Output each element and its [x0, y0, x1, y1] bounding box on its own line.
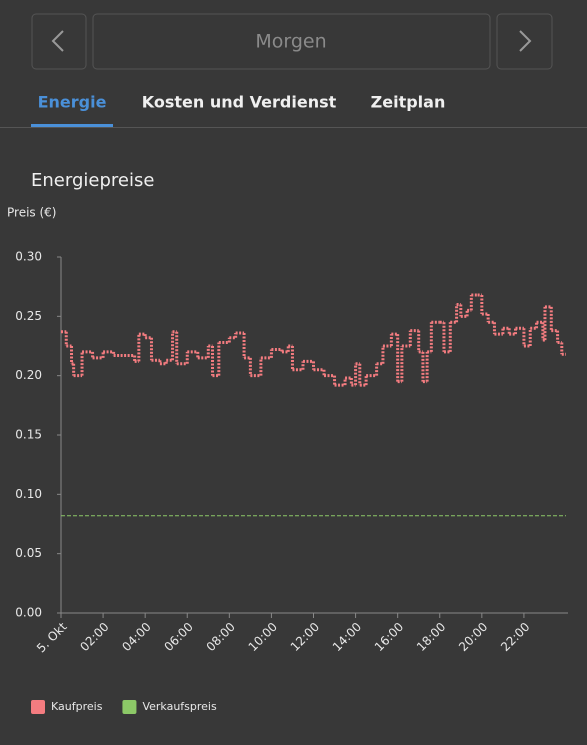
y-tick-label: 0.30: [15, 250, 42, 264]
y-tick-label: 0.20: [15, 368, 42, 382]
x-tick-label: 16:00: [372, 620, 406, 654]
y-tick-label: 0.05: [15, 546, 42, 560]
x-tick-label: 12:00: [288, 620, 322, 654]
y-tick-label: 0.15: [15, 428, 42, 442]
x-tick-label: 08:00: [204, 620, 238, 654]
x-tick-label: 22:00: [498, 620, 532, 654]
legend-swatch: [31, 700, 45, 714]
prev-icon: [51, 30, 64, 52]
y-tick-label: 0.10: [15, 487, 42, 501]
y-tick-label: 0.25: [15, 309, 42, 323]
tab[interactable]: Zeitplan: [371, 93, 446, 112]
x-tick-label: 14:00: [330, 620, 364, 654]
legend-swatch: [122, 700, 137, 714]
prev-button[interactable]: [31, 13, 87, 70]
x-tick-label: 06:00: [161, 620, 195, 654]
date-button[interactable]: [92, 13, 491, 70]
x-tick-label: 18:00: [414, 620, 448, 654]
tab-underline: [31, 124, 113, 127]
legend-label: Verkaufspreis: [142, 700, 217, 713]
x-tick-label: 04:00: [119, 620, 153, 654]
date-label: Morgen: [255, 31, 326, 53]
x-tick-label: 02:00: [77, 620, 111, 654]
y-axis-label: Preis (€): [7, 206, 56, 220]
next-icon: [519, 30, 532, 52]
legend-label: Kaufpreis: [51, 700, 103, 713]
tab[interactable]: Kosten und Verdienst: [142, 93, 337, 112]
x-tick-label: 10:00: [246, 620, 280, 654]
chart-title: Energiepreise: [31, 170, 154, 191]
next-button[interactable]: [496, 13, 553, 70]
y-tick-label: 0.00: [15, 606, 42, 620]
x-tick-label: 20:00: [456, 620, 490, 654]
tab[interactable]: Energie: [38, 93, 107, 112]
x-tick-label: 5. Okt: [34, 619, 70, 655]
